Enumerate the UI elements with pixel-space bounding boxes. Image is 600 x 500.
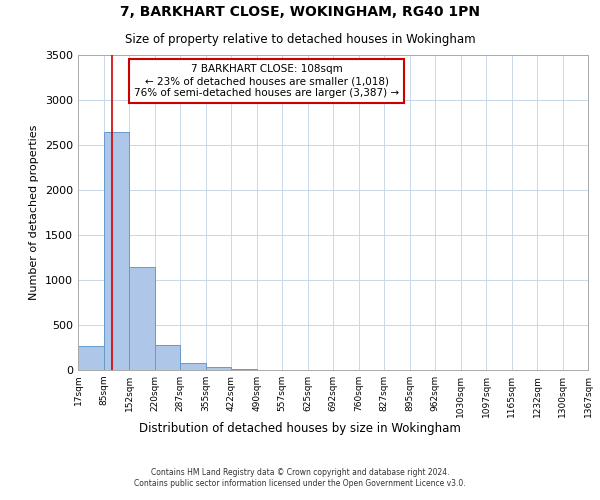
Text: 7 BARKHART CLOSE: 108sqm
← 23% of detached houses are smaller (1,018)
76% of sem: 7 BARKHART CLOSE: 108sqm ← 23% of detach… bbox=[134, 64, 399, 98]
Bar bbox=[129, 268, 155, 370]
Y-axis label: Number of detached properties: Number of detached properties bbox=[29, 125, 40, 300]
Text: Contains HM Land Registry data © Crown copyright and database right 2024.
Contai: Contains HM Land Registry data © Crown c… bbox=[134, 468, 466, 487]
Bar bbox=[206, 368, 231, 370]
Text: 7, BARKHART CLOSE, WOKINGHAM, RG40 1PN: 7, BARKHART CLOSE, WOKINGHAM, RG40 1PN bbox=[120, 5, 480, 19]
Bar bbox=[78, 346, 104, 370]
Bar bbox=[180, 363, 206, 370]
Bar bbox=[155, 345, 180, 370]
Text: Size of property relative to detached houses in Wokingham: Size of property relative to detached ho… bbox=[125, 32, 475, 46]
Bar bbox=[231, 369, 257, 370]
Text: Distribution of detached houses by size in Wokingham: Distribution of detached houses by size … bbox=[139, 422, 461, 435]
Bar bbox=[104, 132, 129, 370]
